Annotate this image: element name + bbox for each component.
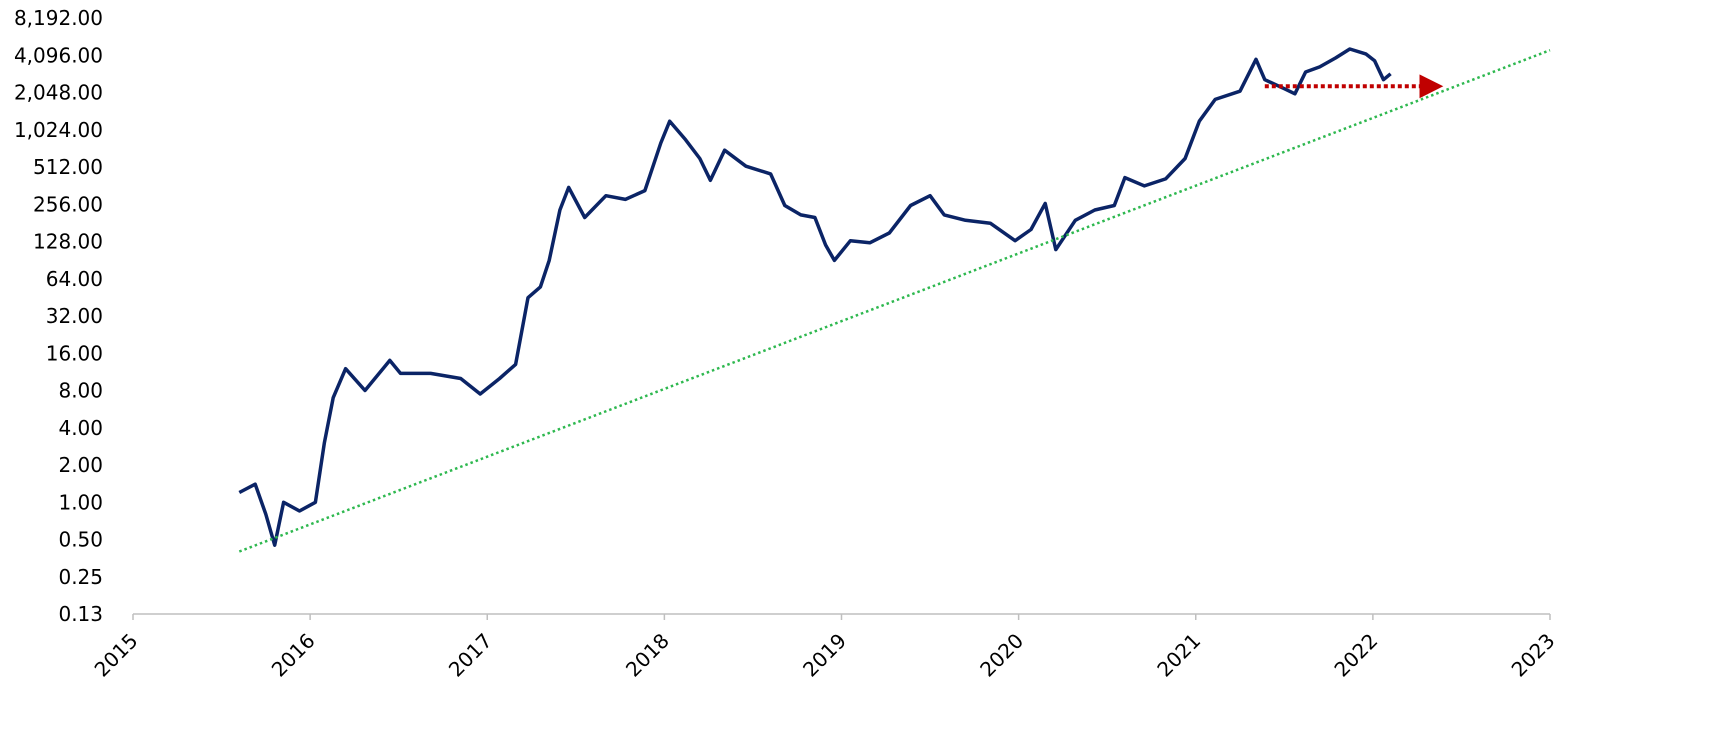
x-tick-label: 2019 <box>798 629 851 682</box>
y-tick-label: 512.00 <box>33 155 103 179</box>
y-tick-label: 4,096.00 <box>14 43 103 67</box>
y-tick-label: 1.00 <box>58 490 103 514</box>
x-tick-label: 2016 <box>267 629 320 682</box>
y-tick-label: 8.00 <box>58 379 103 403</box>
x-tick-label: 2023 <box>1507 629 1560 682</box>
y-tick-label: 4.00 <box>58 416 103 440</box>
x-tick-label: 2020 <box>975 629 1028 682</box>
y-tick-label: 16.00 <box>46 341 103 365</box>
y-tick-label: 0.25 <box>58 565 103 589</box>
y-tick-label: 2,048.00 <box>14 81 103 105</box>
y-tick-label: 32.00 <box>46 304 103 328</box>
y-tick-label: 2.00 <box>58 453 103 477</box>
y-tick-label: 8,192.00 <box>14 6 103 30</box>
x-tick-label: 2018 <box>621 629 674 682</box>
x-tick-label: 2015 <box>90 629 143 682</box>
x-tick-label: 2021 <box>1152 629 1205 682</box>
y-tick-label: 128.00 <box>33 230 103 254</box>
y-tick-label: 0.50 <box>58 528 103 552</box>
y-tick-label: 0.13 <box>58 602 103 626</box>
x-tick-label: 2022 <box>1329 629 1382 682</box>
y-tick-label: 256.00 <box>33 192 103 216</box>
y-tick-label: 64.00 <box>46 267 103 291</box>
trend-line <box>238 49 1551 553</box>
price-line <box>238 47 1392 547</box>
y-tick-label: 1,024.00 <box>14 118 103 142</box>
x-tick-label: 2017 <box>444 629 497 682</box>
